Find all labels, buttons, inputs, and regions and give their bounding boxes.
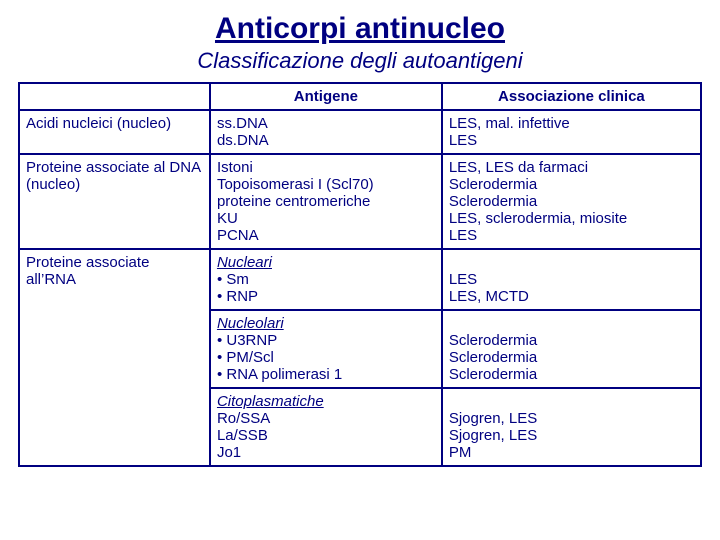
- antigen-line: PCNA: [217, 227, 435, 244]
- slide-subtitle: Classificazione degli autoantigeni: [18, 48, 702, 74]
- header-associazione: Associazione clinica: [442, 83, 701, 110]
- antigen-line: KU: [217, 210, 435, 227]
- association-line: LES: [449, 227, 694, 244]
- antigen-line: ds.DNA: [217, 132, 435, 149]
- category-cell: Acidi nucleici (nucleo): [19, 110, 210, 154]
- antigen-bullet: • RNP: [217, 288, 435, 305]
- category-cell: Proteine associate all’RNA: [19, 249, 210, 466]
- association-line: LES, MCTD: [449, 288, 694, 305]
- table-row: Acidi nucleici (nucleo) ss.DNA ds.DNA LE…: [19, 110, 701, 154]
- association-cell: LES LES, MCTD: [442, 249, 701, 310]
- antigen-cell: Nucleolari • U3RNP • PM/Scl • RNA polime…: [210, 310, 442, 388]
- antigen-line: Jo1: [217, 444, 435, 461]
- antigen-subheading: Nucleari: [217, 254, 435, 271]
- antigen-subheading: Nucleolari: [217, 315, 435, 332]
- association-line: Sclerodermia: [449, 332, 694, 349]
- table-row: Proteine associate all’RNA Nucleari • Sm…: [19, 249, 701, 310]
- slide-title: Anticorpi antinucleo: [18, 12, 702, 46]
- antigen-line: Topoisomerasi I (Scl70): [217, 176, 435, 193]
- antigen-cell: ss.DNA ds.DNA: [210, 110, 442, 154]
- association-cell: Sclerodermia Sclerodermia Sclerodermia: [442, 310, 701, 388]
- association-line: Sclerodermia: [449, 349, 694, 366]
- association-line: LES, LES da farmaci: [449, 159, 694, 176]
- antigen-line: proteine centromeriche: [217, 193, 435, 210]
- association-cell: Sjogren, LES Sjogren, LES PM: [442, 388, 701, 466]
- association-line: LES, mal. infettive: [449, 115, 694, 132]
- association-cell: LES, mal. infettive LES: [442, 110, 701, 154]
- antigen-bullet: • Sm: [217, 271, 435, 288]
- association-line: Sclerodermia: [449, 366, 694, 383]
- antigen-bullet: • RNA polimerasi 1: [217, 366, 435, 383]
- table-row: Proteine associate al DNA (nucleo) Iston…: [19, 154, 701, 249]
- antigen-line: La/SSB: [217, 427, 435, 444]
- association-line: LES: [449, 271, 694, 288]
- antigen-cell: Nucleari • Sm • RNP: [210, 249, 442, 310]
- association-line: LES, sclerodermia, miosite: [449, 210, 694, 227]
- association-line: Sclerodermia: [449, 176, 694, 193]
- association-line: Sjogren, LES: [449, 427, 694, 444]
- association-line: Sclerodermia: [449, 193, 694, 210]
- antigen-bullet: • PM/Scl: [217, 349, 435, 366]
- association-line: Sjogren, LES: [449, 410, 694, 427]
- antigen-line: Istoni: [217, 159, 435, 176]
- antigen-cell: Citoplasmatiche Ro/SSA La/SSB Jo1: [210, 388, 442, 466]
- association-cell: LES, LES da farmaci Sclerodermia Sclerod…: [442, 154, 701, 249]
- header-empty: [19, 83, 210, 110]
- antigen-line: ss.DNA: [217, 115, 435, 132]
- antigen-subheading: Citoplasmatiche: [217, 393, 435, 410]
- association-line: LES: [449, 132, 694, 149]
- table-header-row: Antigene Associazione clinica: [19, 83, 701, 110]
- antigen-cell: Istoni Topoisomerasi I (Scl70) proteine …: [210, 154, 442, 249]
- classification-table: Antigene Associazione clinica Acidi nucl…: [18, 82, 702, 467]
- antigen-line: Ro/SSA: [217, 410, 435, 427]
- association-line: PM: [449, 444, 694, 461]
- header-antigene: Antigene: [210, 83, 442, 110]
- antigen-bullet: • U3RNP: [217, 332, 435, 349]
- slide: Anticorpi antinucleo Classificazione deg…: [0, 0, 720, 540]
- category-cell: Proteine associate al DNA (nucleo): [19, 154, 210, 249]
